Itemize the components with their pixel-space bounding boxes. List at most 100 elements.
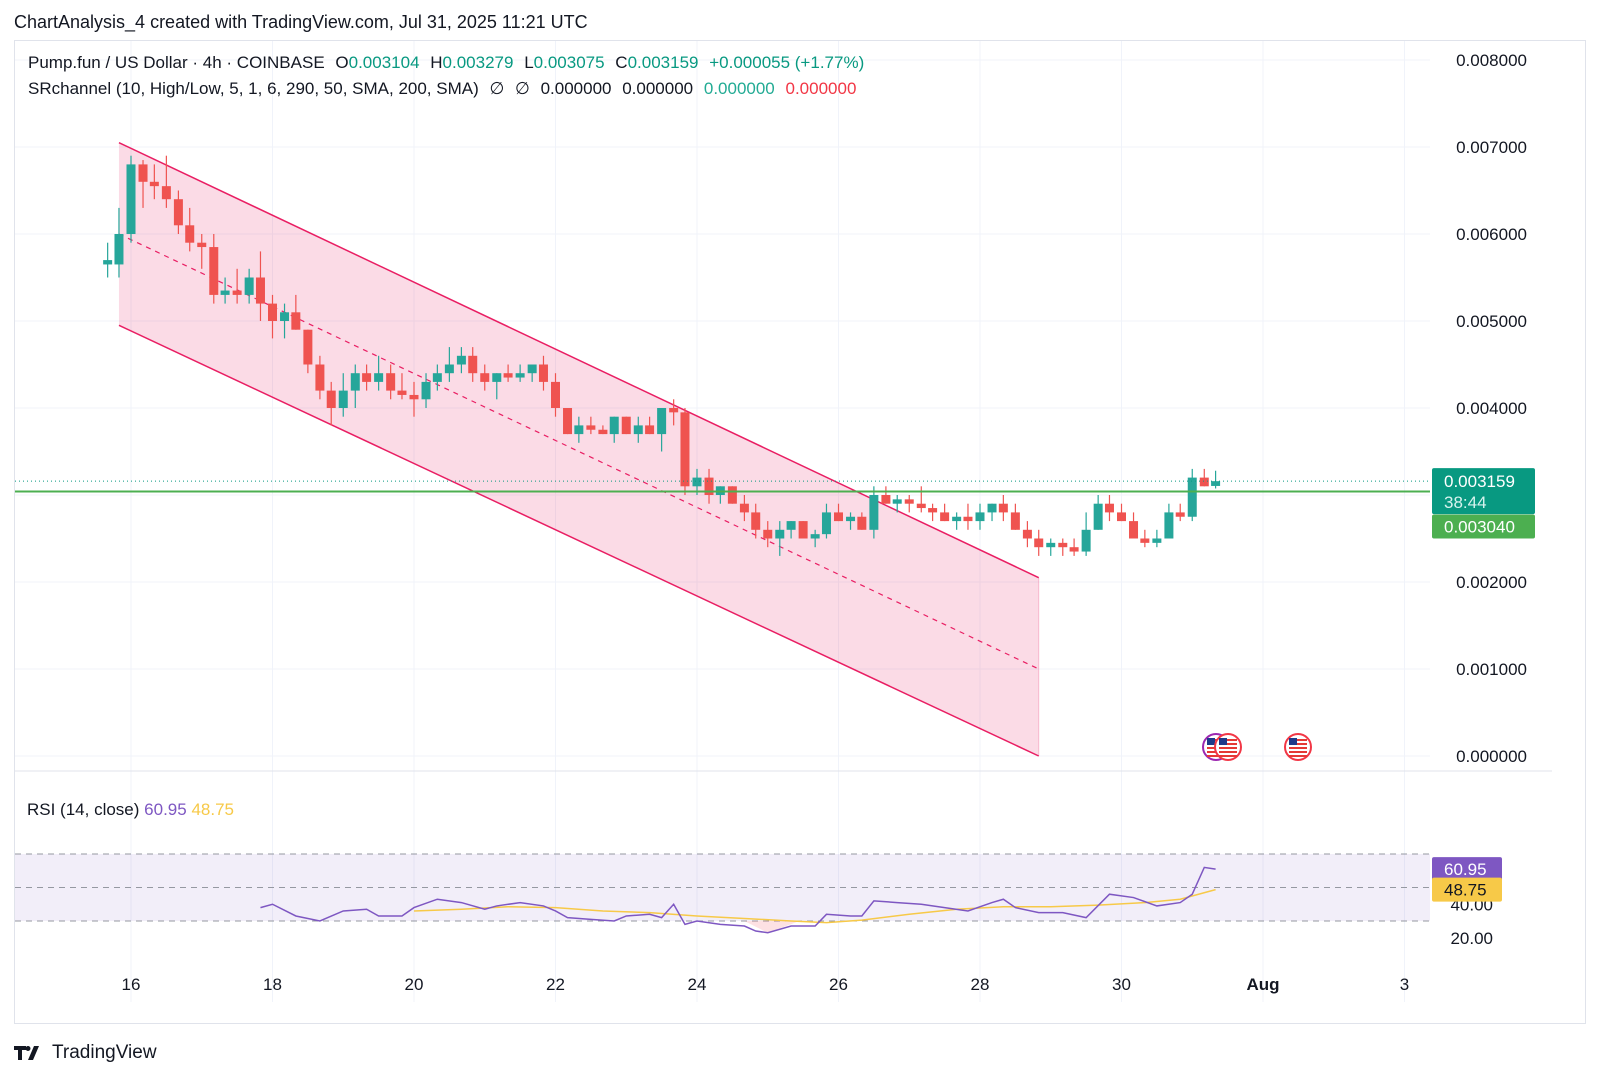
time-tick-label: 28 [971, 975, 990, 994]
flag-stripe [1219, 747, 1237, 749]
indicator-symbol-1: ∅ [489, 79, 505, 98]
candle-body [598, 429, 608, 435]
flag-stripe [1289, 739, 1307, 741]
candles [103, 155, 1221, 556]
candle-body [645, 425, 655, 435]
channel-lower-line [118, 324, 1040, 757]
candle-body [103, 260, 113, 265]
time-tick-label: 18 [263, 975, 282, 994]
last-price-tag [1432, 468, 1535, 515]
rsi-name: RSI (14, close) [27, 800, 140, 819]
tradingview-brand[interactable]: TradingView [14, 1042, 157, 1064]
last-price-value: 0.003159 [1444, 472, 1515, 491]
candle-body [551, 381, 560, 408]
candle-body [563, 408, 573, 435]
candle-body [952, 516, 962, 522]
candle-body [409, 394, 419, 400]
candle-body [173, 199, 183, 226]
flag-stripe [1219, 751, 1237, 753]
candle-body [680, 412, 690, 487]
candle-body [232, 290, 242, 295]
candle-body [1129, 521, 1139, 539]
flag-canton [1207, 738, 1215, 745]
time-tick-label: 26 [829, 975, 848, 994]
candle-body [775, 529, 785, 539]
price-tick-label: 0.006000 [1456, 225, 1527, 244]
candle-body [586, 425, 596, 430]
indicator-legend[interactable]: SRchannel (10, High/Low, 5, 1, 6, 290, 5… [28, 79, 862, 99]
events [1202, 733, 1312, 761]
candle-body [503, 373, 513, 378]
candle-body [374, 373, 384, 382]
candle-body [492, 373, 502, 382]
axes: 0.008000 0.007000 0.006000 0.005000 0.004000… [122, 51, 1535, 994]
rsi-ma-value: 48.75 [191, 800, 234, 819]
candle-body [138, 164, 148, 182]
candle-body [480, 373, 490, 382]
flag-stripe [1289, 743, 1307, 745]
symbol-name: Pump.fun / US Dollar · 4h · COINBASE [28, 53, 325, 72]
brand-name: TradingView [52, 1042, 157, 1063]
candle-body [527, 364, 537, 374]
flag-stripe [1219, 739, 1237, 741]
candle-body [916, 503, 926, 509]
rsi-value-tag-text: 60.95 [1444, 860, 1487, 879]
flag-stripe [1207, 755, 1225, 757]
symbol-legend[interactable]: Pump.fun / US Dollar · 4h · COINBASE O0.… [28, 53, 870, 73]
indicator-value-2: 0.000000 [622, 79, 694, 98]
candle-body [1152, 538, 1162, 543]
flag-stripe [1289, 747, 1307, 749]
levels [15, 480, 1430, 493]
candle-body [940, 512, 950, 522]
candle-body [1069, 547, 1079, 552]
candle-body [928, 508, 938, 513]
candle-body [338, 390, 348, 408]
candle-body [185, 225, 195, 243]
candle-body [763, 529, 773, 539]
candle-body [114, 234, 124, 265]
candle-body [998, 503, 1008, 513]
rsi-ma-tag-text: 48.75 [1444, 881, 1487, 900]
indicator-value-1: 0.000000 [540, 79, 612, 98]
candle-body [1046, 542, 1056, 548]
candle-body [386, 373, 396, 391]
candle-body [633, 425, 643, 435]
rsi-pane [15, 853, 1430, 934]
price-change: +0.000055 (+1.77%) [709, 53, 865, 72]
candle-body [126, 164, 136, 234]
rsi-tick-label: 20.00 [1450, 929, 1493, 948]
candle-body [727, 486, 737, 504]
candle-body [621, 416, 631, 435]
level-price-value: 0.003040 [1444, 518, 1515, 537]
rsi-ma-tag [1432, 877, 1502, 902]
candle-body [1175, 512, 1185, 517]
candle-body [786, 521, 796, 530]
us-flag-event-icon[interactable] [1214, 733, 1242, 761]
candle-body [303, 329, 313, 365]
candle-body [421, 381, 431, 400]
us-flag-event-icon[interactable] [1284, 733, 1312, 761]
candle-body [846, 516, 856, 522]
candle-body [515, 373, 525, 378]
candle-body [315, 364, 325, 391]
bar-countdown: 38:44 [1444, 493, 1487, 512]
rsi-line [260, 866, 1216, 934]
candle-body [291, 312, 301, 330]
candle-body [468, 355, 478, 374]
price-tick-label: 0.007000 [1456, 138, 1527, 157]
chart-frame [14, 40, 1586, 1024]
price-tick-label: 0.008000 [1456, 51, 1527, 70]
candle-body [810, 534, 820, 539]
time-tick-label: 30 [1112, 975, 1131, 994]
indicator-symbol-2: ∅ [515, 79, 530, 98]
flag-stripe [1289, 751, 1307, 753]
rsi-legend[interactable]: RSI (14, close) 60.95 48.75 [27, 800, 234, 820]
candle-body [149, 181, 159, 187]
candle-body [692, 477, 702, 487]
flag-canton [1289, 738, 1297, 745]
candle-body [280, 312, 290, 321]
level-price-tag [1432, 514, 1535, 539]
candle-body [268, 303, 277, 321]
price-tick-label: 0.002000 [1456, 573, 1527, 592]
